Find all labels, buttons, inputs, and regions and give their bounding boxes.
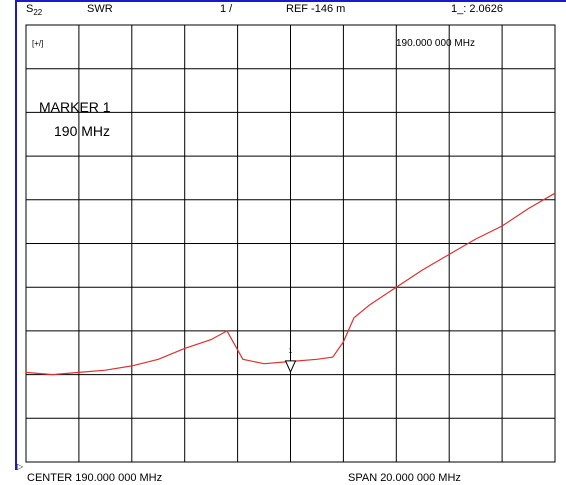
frame-top-line	[15, 0, 566, 2]
center-frequency: CENTER 190.000 000 MHz	[27, 472, 163, 484]
parameter-subscript: 22	[33, 8, 43, 18]
left-margin	[0, 0, 6, 485]
span-frequency: SPAN 20.000 000 MHz	[348, 472, 461, 484]
marker-1-indicator: 1	[284, 348, 297, 374]
marker-triangle-icon	[284, 360, 297, 374]
marker-frequency-text: 190.000 000 MHz	[396, 38, 475, 49]
frame-left-line	[15, 0, 17, 470]
scale-label: 1 /	[220, 3, 233, 15]
marker-number-label: 1	[289, 348, 293, 355]
trace-line	[25, 192, 556, 376]
format-label: SWR	[87, 3, 113, 15]
reference-label: REF -146 m	[286, 3, 346, 15]
end-marker-icon: ▷	[17, 462, 24, 471]
marker-readout: 1_: 2.0626	[451, 3, 503, 15]
mode-tag: [+/]	[32, 39, 43, 48]
marker-title: MARKER 1	[39, 99, 111, 115]
marker-value: 190 MHz	[54, 123, 110, 139]
parameter-label: S22	[26, 3, 42, 17]
grid	[26, 25, 555, 462]
parameter-base: S	[26, 3, 34, 15]
